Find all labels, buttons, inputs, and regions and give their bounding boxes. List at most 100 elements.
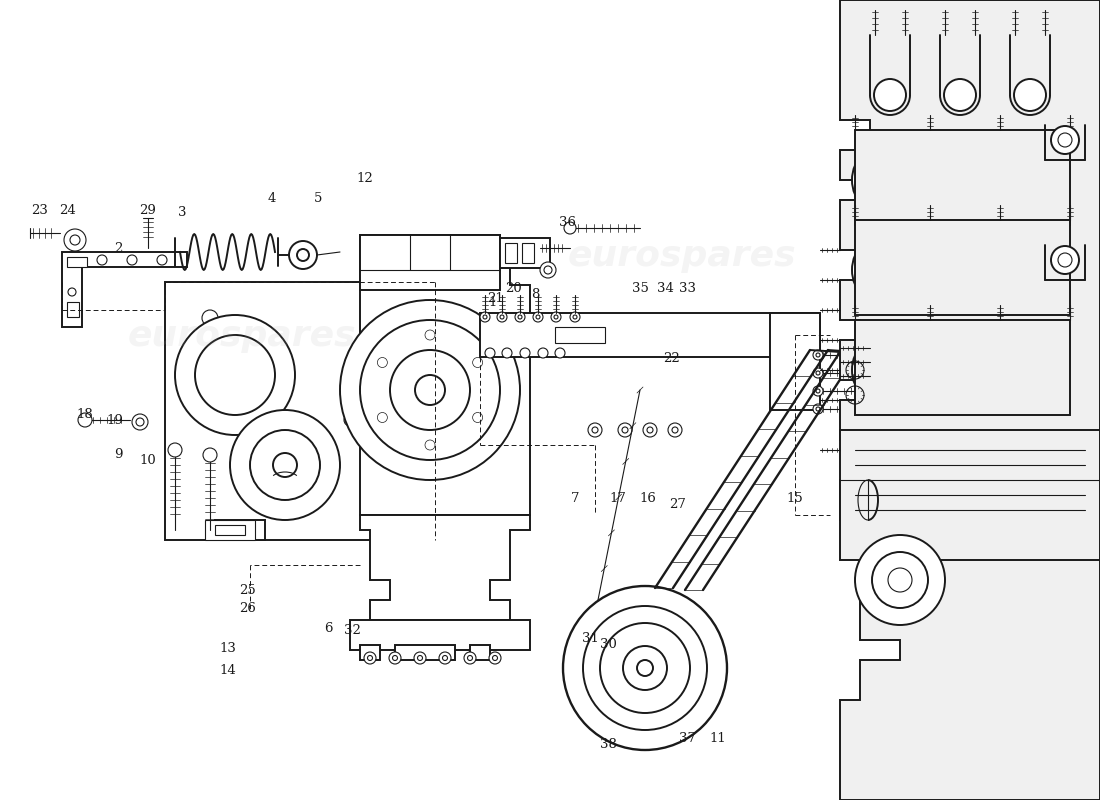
Circle shape <box>813 386 823 396</box>
Circle shape <box>473 413 483 422</box>
Text: 38: 38 <box>600 738 616 751</box>
Circle shape <box>250 430 320 500</box>
Bar <box>350 620 530 650</box>
Circle shape <box>865 345 915 395</box>
Circle shape <box>273 453 297 477</box>
Circle shape <box>126 255 138 265</box>
Circle shape <box>389 652 402 664</box>
Circle shape <box>136 418 144 426</box>
Circle shape <box>992 232 1068 308</box>
Circle shape <box>497 312 507 322</box>
Bar <box>214 525 245 535</box>
Circle shape <box>157 255 167 265</box>
Bar <box>67 302 79 317</box>
Circle shape <box>618 423 632 437</box>
Circle shape <box>442 655 448 661</box>
Polygon shape <box>165 282 434 540</box>
Bar <box>522 243 534 263</box>
Circle shape <box>289 241 317 269</box>
Circle shape <box>992 142 1068 218</box>
Text: 25: 25 <box>240 583 256 597</box>
Circle shape <box>204 448 217 462</box>
Circle shape <box>425 440 435 450</box>
Circle shape <box>418 655 422 661</box>
Text: 5: 5 <box>314 191 322 205</box>
Circle shape <box>502 348 512 358</box>
Circle shape <box>195 335 275 415</box>
Text: 9: 9 <box>113 449 122 462</box>
Text: 11: 11 <box>710 731 726 745</box>
Circle shape <box>536 315 540 319</box>
Circle shape <box>520 348 530 358</box>
Text: eurospares: eurospares <box>128 319 356 353</box>
Circle shape <box>935 345 984 395</box>
Circle shape <box>813 368 823 378</box>
Circle shape <box>344 389 356 401</box>
Text: 26: 26 <box>240 602 256 614</box>
Text: 17: 17 <box>609 491 626 505</box>
Circle shape <box>415 375 446 405</box>
Circle shape <box>551 312 561 322</box>
Circle shape <box>132 414 148 430</box>
Circle shape <box>68 288 76 296</box>
Text: 23: 23 <box>32 203 48 217</box>
Bar <box>360 645 379 660</box>
Text: 33: 33 <box>680 282 696 294</box>
Polygon shape <box>62 252 187 327</box>
Circle shape <box>468 655 473 661</box>
Circle shape <box>672 427 678 433</box>
Text: 27: 27 <box>670 498 686 511</box>
Text: 8: 8 <box>531 289 539 302</box>
Circle shape <box>623 646 667 690</box>
Text: 18: 18 <box>77 409 94 422</box>
Circle shape <box>852 142 928 218</box>
Circle shape <box>483 315 487 319</box>
Bar <box>360 235 500 290</box>
Bar <box>556 327 605 343</box>
Text: 1: 1 <box>488 297 497 310</box>
Circle shape <box>872 552 928 608</box>
Circle shape <box>168 443 182 457</box>
Circle shape <box>414 652 426 664</box>
Bar <box>500 238 550 268</box>
Circle shape <box>935 245 984 295</box>
Circle shape <box>202 310 218 326</box>
Circle shape <box>556 348 565 358</box>
Circle shape <box>865 155 915 205</box>
Circle shape <box>564 222 576 234</box>
Bar <box>470 645 490 660</box>
Bar <box>395 645 455 660</box>
Circle shape <box>1014 79 1046 111</box>
Circle shape <box>944 79 976 111</box>
Bar <box>67 257 87 267</box>
Text: 15: 15 <box>786 491 803 505</box>
Text: 21: 21 <box>486 291 504 305</box>
Circle shape <box>490 652 500 664</box>
Circle shape <box>340 300 520 480</box>
Circle shape <box>367 655 373 661</box>
Circle shape <box>1050 246 1079 274</box>
Circle shape <box>992 332 1068 408</box>
Bar <box>855 130 1070 225</box>
Circle shape <box>515 312 525 322</box>
Circle shape <box>473 358 483 367</box>
Circle shape <box>377 358 387 367</box>
Text: 29: 29 <box>140 203 156 217</box>
Circle shape <box>70 235 80 245</box>
Text: 31: 31 <box>582 631 598 645</box>
Circle shape <box>1058 133 1072 147</box>
Text: eurospares: eurospares <box>568 239 796 273</box>
Circle shape <box>538 348 548 358</box>
Circle shape <box>570 312 580 322</box>
Polygon shape <box>214 520 265 540</box>
Circle shape <box>344 364 356 376</box>
Circle shape <box>874 79 906 111</box>
Circle shape <box>668 423 682 437</box>
Bar <box>855 320 1070 415</box>
Bar <box>505 243 517 263</box>
Circle shape <box>813 350 823 360</box>
Circle shape <box>534 312 543 322</box>
Circle shape <box>485 348 495 358</box>
Text: 3: 3 <box>178 206 186 218</box>
Circle shape <box>360 320 500 460</box>
